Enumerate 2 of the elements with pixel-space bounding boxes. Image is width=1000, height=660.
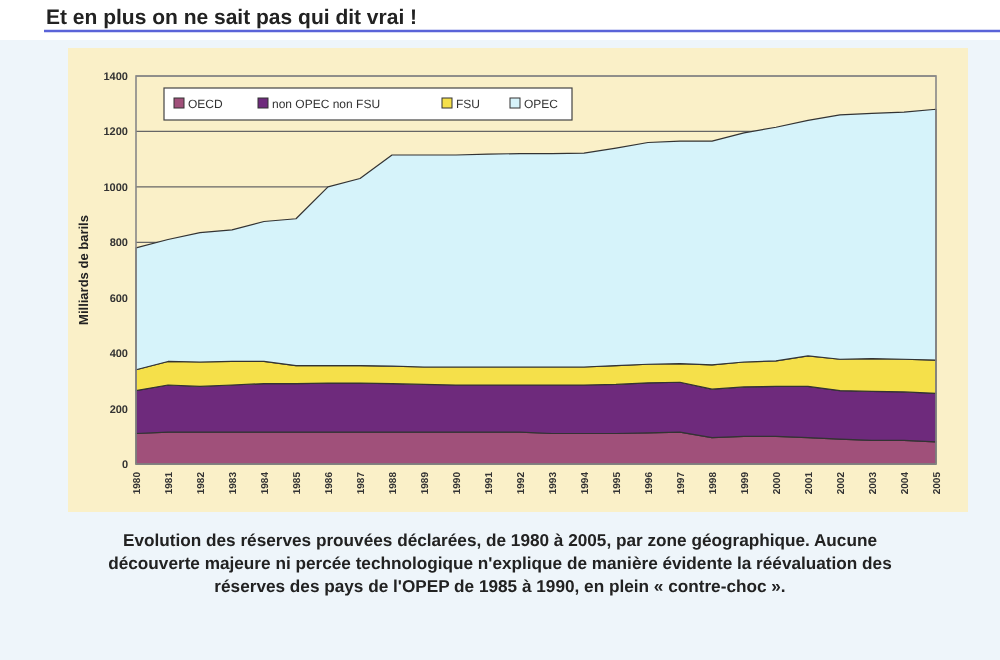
chart-title: Et en plus on ne sait pas qui dit vrai ! — [46, 6, 418, 30]
text: Evolution des réserves prouvées déclarées, de 1980 à 2005, par zone géographique. Aucune découverte majeure ni percée technologique n'explique de manière évidente la réévaluation des réserves des pays de l'OPEP de 1985 à 1990, en plein « contre-choc ». — [108, 530, 893, 596]
